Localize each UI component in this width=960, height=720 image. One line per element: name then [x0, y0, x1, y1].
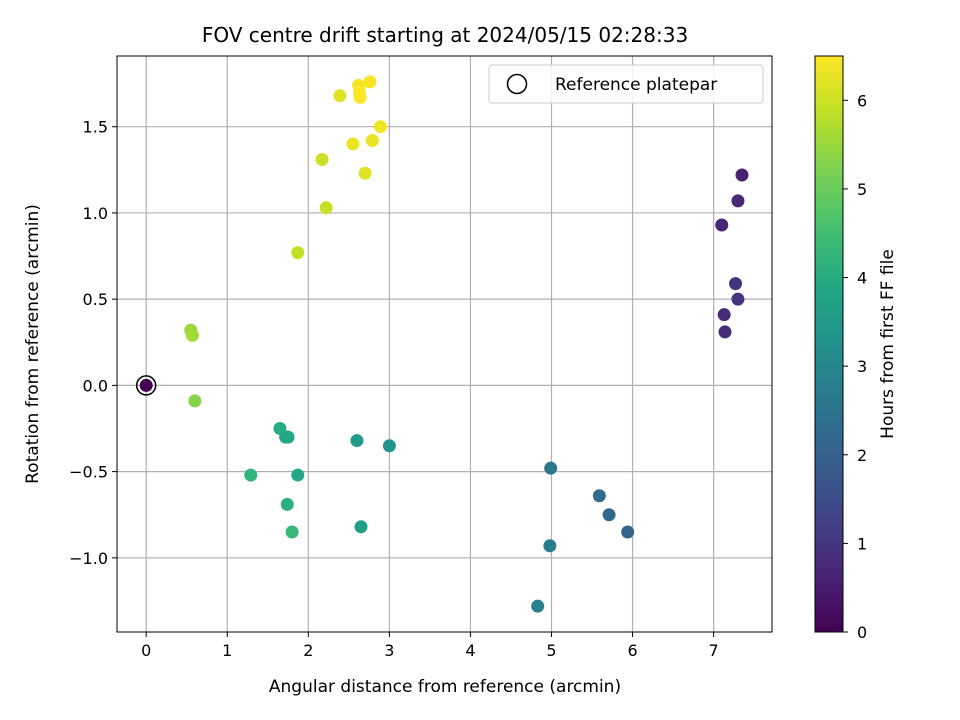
legend-box: [488, 64, 764, 104]
plot-frame: [116, 55, 773, 633]
colorbar-tick-label: 5: [857, 180, 867, 199]
colorbar-tick-label: 0: [857, 623, 867, 642]
x-tick-label: 4: [465, 641, 475, 660]
scatter-point: [365, 134, 379, 148]
scatter-point: [319, 201, 333, 215]
y-axis-ticks: −1.0 −0.5 0.0 0.5 1.0 1.5: [69, 118, 117, 568]
colorbar-tick-label: 1: [857, 534, 867, 553]
scatter-point: [731, 194, 745, 208]
scatter-point: [346, 137, 360, 151]
scatter-point: [333, 89, 347, 103]
scatter-point: [717, 308, 731, 322]
chart-title: FOV centre drift starting at 2024/05/15 …: [202, 23, 688, 47]
x-axis-label: Angular distance from reference (arcmin): [269, 677, 621, 697]
scatter-point: [354, 520, 368, 534]
colorbar-tick-label: 4: [857, 269, 867, 288]
scatter-point: [363, 75, 377, 89]
y-tick-label: −1.0: [69, 549, 108, 568]
scatter-point: [373, 120, 387, 134]
x-axis-ticks: 0 1 2 3 4 5 6 7: [141, 632, 719, 660]
y-axis-label: Rotation from reference (arcmin): [23, 204, 43, 484]
scatter-point: [350, 434, 364, 448]
scatter-point: [188, 394, 202, 408]
colorbar-tick-label: 3: [857, 357, 867, 376]
scatter-point: [531, 599, 545, 613]
scatter-point: [718, 325, 732, 339]
scatter-point: [315, 152, 329, 166]
colorbar-label: Hours from first FF file: [878, 249, 898, 439]
colorbar: 0 1 2 3 4 5 6 Hours from first FF file: [814, 55, 898, 642]
legend-reference-marker: [506, 73, 528, 95]
scatter-point: [543, 539, 557, 553]
scatter-point: [358, 166, 372, 180]
scatter-point: [731, 292, 745, 306]
x-tick-label: 5: [546, 641, 556, 660]
x-tick-label: 7: [709, 641, 719, 660]
colorbar-tick-label: 2: [857, 446, 867, 465]
x-tick-label: 2: [303, 641, 313, 660]
grid-lines: [117, 56, 772, 632]
scatter-point: [273, 422, 287, 436]
x-tick-label: 1: [222, 641, 232, 660]
reference-platepar-marker: [135, 375, 157, 396]
colorbar-tick-label: 6: [857, 91, 867, 110]
legend: Reference platepar: [488, 64, 764, 104]
colorbar-gradient: [814, 55, 844, 633]
y-tick-label: 0.0: [83, 376, 108, 395]
colorbar-ticks: 0 1 2 3 4 5 6: [843, 91, 867, 642]
scatter-point: [244, 468, 258, 482]
scatter-point: [382, 439, 396, 453]
scatter-point: [735, 168, 749, 182]
scatter-point: [291, 468, 305, 482]
y-tick-label: 1.5: [83, 118, 108, 137]
scatter-point: [139, 378, 153, 392]
scatter-point: [729, 277, 743, 291]
x-tick-label: 3: [384, 641, 394, 660]
scatter-point: [621, 525, 635, 539]
y-tick-label: 1.0: [83, 204, 108, 223]
scatter-point: [602, 508, 616, 522]
scatter-point: [291, 246, 305, 260]
y-tick-label: 0.5: [83, 290, 108, 309]
scatter-point: [353, 90, 367, 104]
scatter-point: [544, 461, 558, 475]
scatter-points: [135, 75, 749, 613]
scatter-point: [715, 218, 729, 232]
x-tick-label: 0: [141, 641, 151, 660]
scatter-point: [185, 328, 199, 342]
scatter-point: [280, 497, 294, 511]
x-tick-label: 6: [627, 641, 637, 660]
scatter-point: [592, 489, 606, 503]
y-tick-label: −0.5: [69, 463, 108, 482]
scatter-point: [285, 525, 299, 539]
legend-entry-reference-platepar: Reference platepar: [555, 75, 717, 95]
